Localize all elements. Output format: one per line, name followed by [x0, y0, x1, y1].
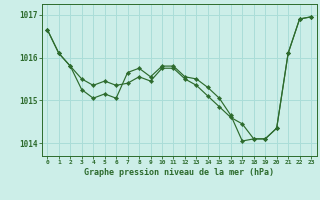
X-axis label: Graphe pression niveau de la mer (hPa): Graphe pression niveau de la mer (hPa): [84, 168, 274, 177]
